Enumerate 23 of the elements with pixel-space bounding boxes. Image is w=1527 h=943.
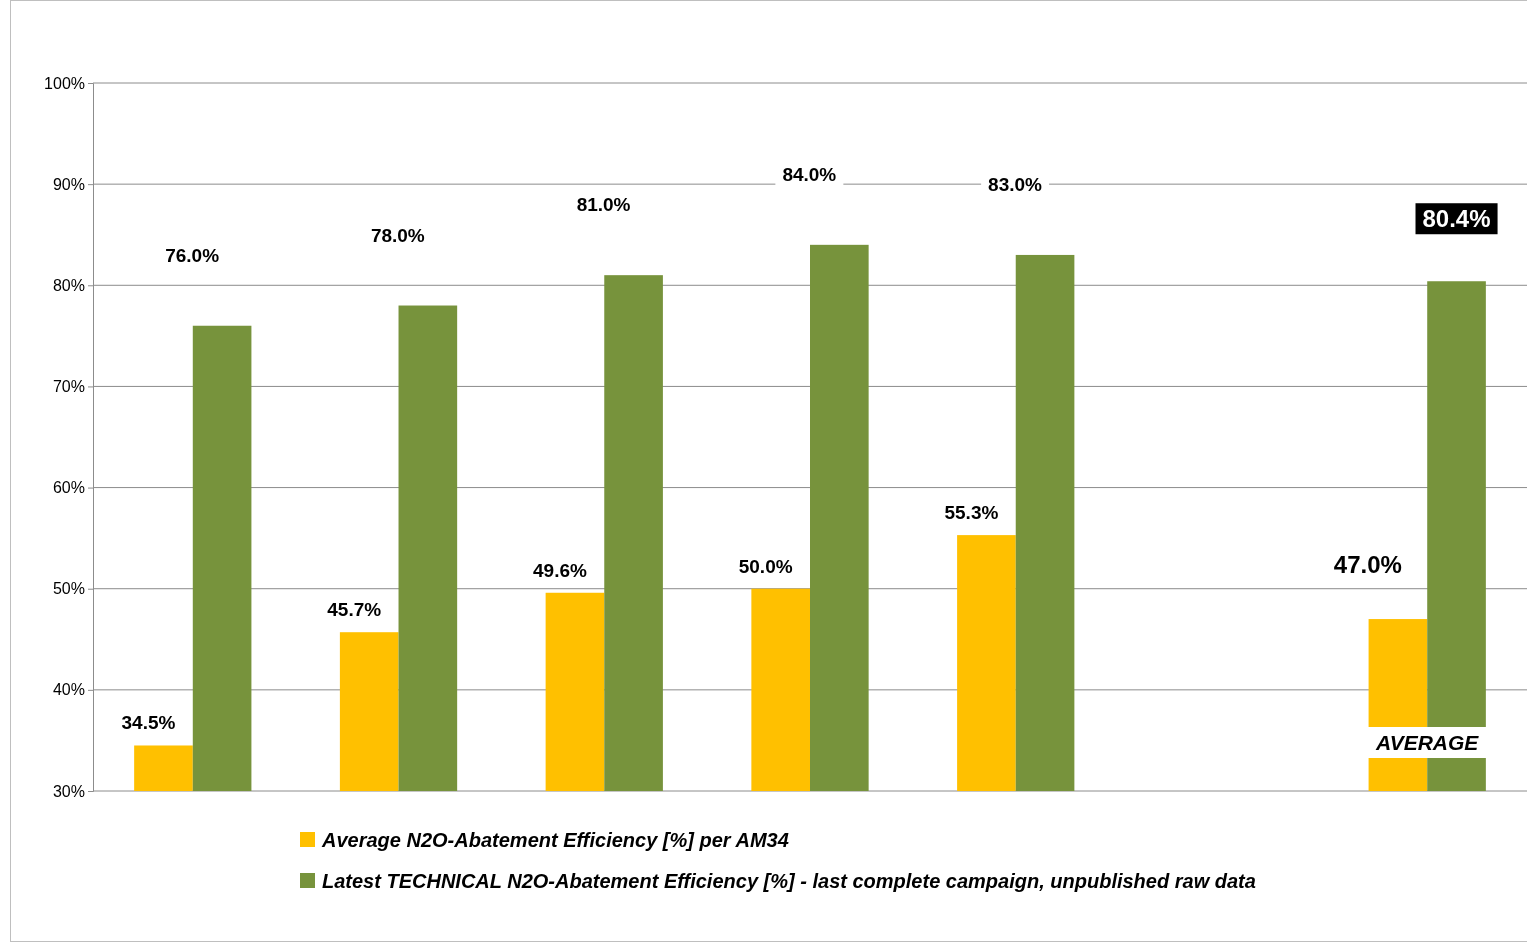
y-tick-label: 80% (52, 276, 85, 294)
y-tick-label: 50% (52, 580, 85, 598)
data-label: 76.0% (165, 244, 220, 266)
data-label: 34.5% (121, 712, 176, 734)
data-label: 78.0% (370, 224, 425, 246)
data-label: 84.0% (782, 163, 837, 185)
y-tick-label: 30% (52, 782, 85, 800)
y-tick-label: 70% (52, 378, 85, 396)
data-label: 47.0% (1333, 551, 1402, 579)
legend-label: Latest TECHNICAL N2O-Abatement Efficiency [%] - last complete campaign, unpublished raw data (322, 870, 1256, 892)
legend-label: Average N2O-Abatement Efficiency [%] per AM34 (321, 829, 789, 851)
data-label: 80.4% (1422, 205, 1491, 233)
y-tick-label: 90% (52, 175, 85, 193)
data-label: 81.0% (576, 194, 631, 216)
data-label: 83.0% (988, 173, 1043, 195)
x-tick-label: AVERAGE (1375, 731, 1480, 754)
y-tick-label: 60% (52, 479, 85, 497)
data-label: 50.0% (738, 555, 793, 577)
data-label: 49.6% (533, 559, 587, 581)
y-tick-label: 100% (44, 74, 85, 92)
data-label: 55.3% (944, 502, 999, 524)
y-tick-label: 40% (52, 681, 85, 699)
data-label: 45.7% (327, 599, 382, 621)
